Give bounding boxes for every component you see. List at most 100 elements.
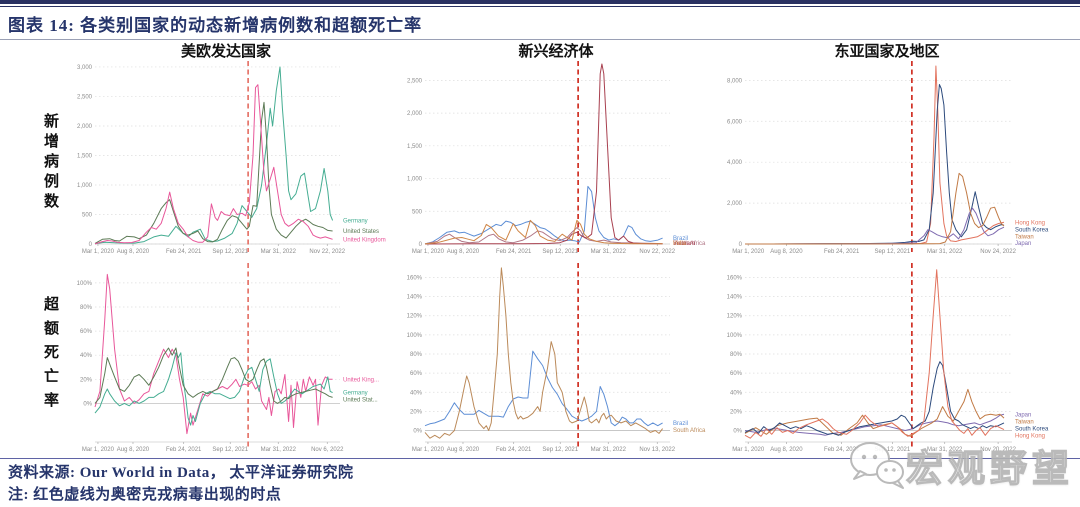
svg-text:3,000: 3,000 <box>77 65 93 71</box>
svg-text:Hong Kong: Hong Kong <box>1015 220 1045 226</box>
svg-text:Mar 31, 2022: Mar 31, 2022 <box>927 447 963 453</box>
svg-text:Mar 1, 2020: Mar 1, 2020 <box>732 447 765 453</box>
svg-text:Aug 8, 2020: Aug 8, 2020 <box>117 249 150 255</box>
svg-text:Mar 1, 2020: Mar 1, 2020 <box>412 249 445 255</box>
svg-text:Nov 24, 2022: Nov 24, 2022 <box>980 249 1016 255</box>
svg-text:Aug 8, 2020: Aug 8, 2020 <box>770 249 803 255</box>
svg-text:80%: 80% <box>410 352 423 358</box>
svg-text:2,000: 2,000 <box>727 201 743 207</box>
svg-text:20%: 20% <box>410 409 423 415</box>
svg-text:0%: 0% <box>413 429 422 435</box>
svg-text:Mar 1, 2020: Mar 1, 2020 <box>412 447 445 453</box>
svg-text:500: 500 <box>412 209 423 215</box>
svg-text:120%: 120% <box>727 314 743 320</box>
svg-text:60%: 60% <box>730 371 743 377</box>
svg-text:40%: 40% <box>80 353 93 359</box>
svg-text:80%: 80% <box>730 352 743 358</box>
source-line: 资料来源: Our World in Data， 太平洋证券研究院 <box>8 465 354 481</box>
svg-text:Sep 12, 2021: Sep 12, 2021 <box>542 249 578 255</box>
svg-text:Feb 24, 2021: Feb 24, 2021 <box>166 447 202 453</box>
svg-text:Mar 1, 2020: Mar 1, 2020 <box>732 249 765 255</box>
note-line: 注: 红色虚线为奥密克戎病毒出现的时点 <box>8 487 282 503</box>
svg-text:Hong Kong: Hong Kong <box>1015 433 1045 439</box>
chart-excess-developed: 0% 20% 40% 60% 80% 100% Mar 1, 2020 Aug 8, 2020… <box>77 263 379 453</box>
svg-text:Nov 20, 2022: Nov 20, 2022 <box>980 447 1016 453</box>
chart-excess-eastasia: 0% 20% 40% 60% 80% 100% 120% 140% 160% Mar 1, 202… <box>727 263 1049 453</box>
svg-text:Feb 24, 2021: Feb 24, 2021 <box>496 447 532 453</box>
svg-text:Mar 31, 2022: Mar 31, 2022 <box>591 447 627 453</box>
svg-text:Mar 1, 2020: Mar 1, 2020 <box>82 249 115 255</box>
svg-text:1,500: 1,500 <box>407 144 423 150</box>
column-title-eastasia: 东亚国家及地区 <box>834 43 940 60</box>
svg-text:4,000: 4,000 <box>727 160 743 166</box>
svg-text:Germany: Germany <box>343 391 368 397</box>
svg-text:1,000: 1,000 <box>407 177 423 183</box>
chat-bubbles-icon <box>850 442 904 489</box>
svg-text:Mar 31, 2022: Mar 31, 2022 <box>261 447 297 453</box>
svg-text:Aug 8, 2020: Aug 8, 2020 <box>447 249 480 255</box>
svg-text:160%: 160% <box>407 275 423 281</box>
svg-text:Sep 12, 2021: Sep 12, 2021 <box>542 447 578 453</box>
svg-text:South Korea: South Korea <box>1015 426 1049 432</box>
svg-text:100%: 100% <box>407 333 423 339</box>
chart-cases-developed: 0 500 1,000 1,500 2,000 2,500 3,000 Mar 1, 2020… <box>77 61 386 255</box>
svg-text:500: 500 <box>82 212 93 218</box>
chart-cases-emerging: 0 500 1,000 1,500 2,000 2,500 Mar 1, 2020 Aug 8… <box>407 61 706 255</box>
svg-text:1,000: 1,000 <box>77 183 93 189</box>
svg-text:0%: 0% <box>83 401 92 407</box>
svg-text:0: 0 <box>739 242 743 248</box>
svg-text:6,000: 6,000 <box>727 119 743 125</box>
watermark: 宏观野望 <box>848 438 1074 492</box>
svg-text:Vietnam: Vietnam <box>673 241 695 247</box>
svg-text:Sep 12, 2021: Sep 12, 2021 <box>875 447 911 453</box>
svg-text:Sep 12, 2021: Sep 12, 2021 <box>875 249 911 255</box>
svg-text:Feb 24, 2021: Feb 24, 2021 <box>166 249 202 255</box>
svg-text:40%: 40% <box>730 390 743 396</box>
svg-text:Mar 31, 2022: Mar 31, 2022 <box>261 249 297 255</box>
svg-text:United States: United States <box>343 229 379 235</box>
svg-text:100%: 100% <box>727 333 743 339</box>
svg-text:140%: 140% <box>407 295 423 301</box>
column-title-emerging: 新兴经济体 <box>518 43 594 60</box>
svg-text:Mar 31, 2022: Mar 31, 2022 <box>591 249 627 255</box>
row-label-new-cases: 新增病例数 <box>42 113 59 213</box>
svg-text:Taiwan: Taiwan <box>1015 234 1034 240</box>
svg-text:2,000: 2,000 <box>407 111 423 117</box>
svg-text:South Africa: South Africa <box>673 428 706 434</box>
header-second-rule <box>0 6 1080 7</box>
svg-text:1,500: 1,500 <box>77 153 93 159</box>
watermark-text: 宏观野望 <box>905 447 1074 489</box>
svg-text:Feb 24, 2021: Feb 24, 2021 <box>824 447 860 453</box>
svg-text:Taiwan: Taiwan <box>1015 419 1034 425</box>
svg-text:0: 0 <box>419 242 423 248</box>
figure-title: 图表 14: 各类别国家的动态新增病例数和超额死亡率 <box>8 16 423 35</box>
svg-text:2,500: 2,500 <box>407 78 423 84</box>
svg-text:40%: 40% <box>410 390 423 396</box>
svg-text:Nov 22, 2022: Nov 22, 2022 <box>309 249 345 255</box>
svg-text:60%: 60% <box>410 371 423 377</box>
row-label-excess-mortality: 超额死亡率 <box>42 296 59 416</box>
svg-text:South Korea: South Korea <box>1015 227 1049 233</box>
svg-text:United King...: United King... <box>343 377 379 383</box>
svg-text:Brazil: Brazil <box>673 236 688 242</box>
svg-text:Mar 1, 2020: Mar 1, 2020 <box>82 447 115 453</box>
svg-text:Aug 8, 2020: Aug 8, 2020 <box>770 447 803 453</box>
svg-text:2,000: 2,000 <box>77 124 93 130</box>
svg-text:60%: 60% <box>80 329 93 335</box>
svg-text:Mar 31, 2022: Mar 31, 2022 <box>927 249 963 255</box>
svg-text:20%: 20% <box>730 409 743 415</box>
svg-text:140%: 140% <box>727 295 743 301</box>
svg-text:Feb 24, 2021: Feb 24, 2021 <box>824 249 860 255</box>
svg-text:2,500: 2,500 <box>77 94 93 100</box>
svg-text:160%: 160% <box>727 275 743 281</box>
chart-excess-emerging: 0% 20% 40% 60% 80% 100% 120% 140% 160% Mar 1, 202… <box>407 263 706 453</box>
svg-text:120%: 120% <box>407 314 423 320</box>
svg-text:Sep 12, 2021: Sep 12, 2021 <box>212 249 248 255</box>
header-top-rule <box>0 0 1080 4</box>
svg-text:South Africa: South Africa <box>673 241 706 247</box>
svg-text:100%: 100% <box>77 281 93 287</box>
svg-text:0: 0 <box>89 242 93 248</box>
column-title-developed: 美欧发达国家 <box>180 43 271 60</box>
svg-text:India: India <box>673 241 687 247</box>
